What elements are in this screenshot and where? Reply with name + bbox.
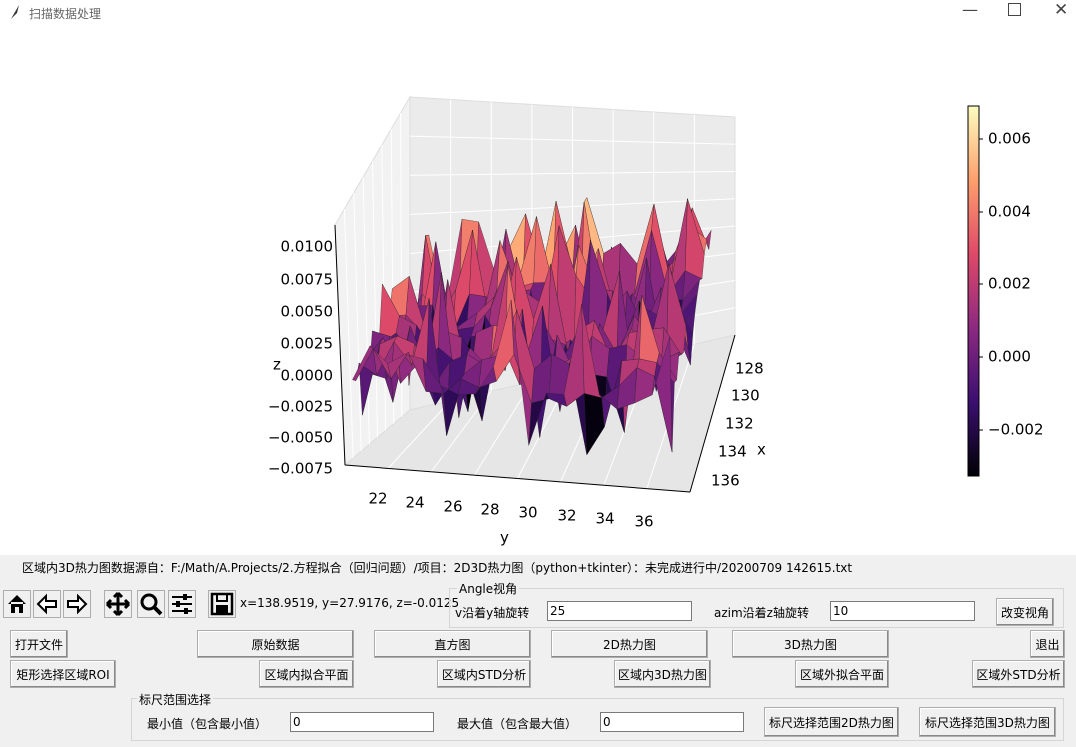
home-button[interactable] bbox=[3, 590, 31, 618]
cursor-coords: x=138.9519, y=27.9176, z=-0.0125 bbox=[240, 596, 460, 610]
colorbar-tick-label: 0.006 bbox=[988, 130, 1031, 148]
action-button[interactable]: 2D热力图 bbox=[551, 630, 708, 658]
surface bbox=[352, 197, 712, 456]
y-tick-label: 30 bbox=[518, 504, 537, 522]
plot-canvas: z y x 0.0100 0.0075 0.0050 0.0025 0.0000 −0.0… bbox=[268, 95, 1044, 547]
pane-grid bbox=[387, 400, 451, 469]
min-entry[interactable]: 0 bbox=[290, 712, 434, 732]
y-tick-label: 26 bbox=[443, 498, 462, 516]
source-label: 区域内3D热力图数据源自：F:/Math/A.Projects/2.方程拟合（回… bbox=[22, 561, 853, 575]
elev-label: v沿着y轴旋转 bbox=[455, 606, 530, 620]
zoom-button[interactable] bbox=[137, 590, 165, 618]
action-button[interactable]: 矩形选择区域ROI bbox=[10, 660, 116, 688]
min-label: 最小值（包含最小值） bbox=[147, 717, 268, 731]
z-tick-label: 0.0025 bbox=[281, 335, 334, 353]
z-tick-label: −0.0050 bbox=[268, 429, 333, 447]
range-title: 标尺范围选择 bbox=[137, 691, 214, 708]
y-tick-label: 24 bbox=[405, 494, 424, 512]
max-label: 最大值（包含最大值） bbox=[457, 717, 578, 731]
app-icon bbox=[11, 5, 19, 19]
y-tick-label: 32 bbox=[557, 507, 576, 525]
colorbar bbox=[967, 105, 980, 477]
colorbar-tick-label: 0.000 bbox=[988, 348, 1031, 366]
change-view-button[interactable]: 改变视角 bbox=[996, 598, 1054, 626]
y-axis-label: y bbox=[500, 529, 509, 547]
z-tick-label: −0.0075 bbox=[268, 460, 333, 478]
pan-button[interactable] bbox=[104, 590, 132, 618]
back-button[interactable] bbox=[33, 590, 61, 618]
close[interactable]: ✕ bbox=[1054, 0, 1069, 20]
angle-title: Angle视角 bbox=[457, 580, 520, 597]
z-axis-label: z bbox=[273, 356, 281, 374]
z-axis bbox=[334, 224, 346, 466]
action-button[interactable]: 3D热力图 bbox=[732, 630, 889, 658]
range-3d-button[interactable]: 标尺选择范围3D热力图 bbox=[919, 707, 1056, 737]
angle-group bbox=[449, 588, 1064, 628]
save-button[interactable] bbox=[208, 590, 236, 618]
y-tick-label: 28 bbox=[480, 501, 499, 519]
pane-grid bbox=[353, 192, 362, 452]
azim-entry[interactable]: 10 bbox=[830, 601, 975, 621]
pane-grid bbox=[343, 208, 354, 459]
max-entry[interactable]: 0 bbox=[600, 712, 744, 732]
elev-entry[interactable]: 25 bbox=[547, 601, 692, 621]
x-axis-label: x bbox=[757, 441, 766, 459]
action-button[interactable]: 退出 bbox=[1030, 630, 1065, 658]
range-group bbox=[131, 698, 1064, 741]
action-button[interactable]: 区域内拟合平面 bbox=[259, 660, 354, 688]
colorbar-tick-label: −0.002 bbox=[988, 421, 1044, 439]
x-tick-label: 128 bbox=[735, 360, 764, 378]
y-tick-label: 22 bbox=[368, 490, 387, 508]
z-tick-label: 0.0100 bbox=[281, 238, 334, 256]
y-axis bbox=[344, 464, 691, 493]
minimize[interactable]: — bbox=[962, 0, 978, 19]
window-title: 扫描数据处理 bbox=[29, 7, 102, 21]
z-tick-label: 0.0050 bbox=[281, 303, 334, 321]
y-tick-label: 34 bbox=[595, 510, 614, 528]
action-button[interactable]: 原始数据 bbox=[197, 630, 354, 658]
x-tick-label: 132 bbox=[725, 415, 754, 433]
action-button[interactable]: 区域外拟合平面 bbox=[795, 660, 889, 688]
action-button[interactable]: 打开文件 bbox=[10, 630, 68, 658]
x-tick-label: 134 bbox=[718, 443, 747, 461]
x-axis bbox=[689, 334, 736, 493]
x-tick-label: 136 bbox=[711, 472, 740, 490]
y-tick-label: 36 bbox=[634, 513, 653, 531]
azim-label: azim沿着z轴旋转 bbox=[714, 606, 809, 620]
colorbar-tick-label: 0.002 bbox=[988, 275, 1031, 293]
configure-button[interactable] bbox=[168, 590, 196, 618]
surface-facet bbox=[652, 336, 673, 453]
range-2d-button[interactable]: 标尺选择范围2D热力图 bbox=[764, 707, 899, 737]
action-button[interactable]: 直方图 bbox=[374, 630, 531, 658]
forward-button[interactable] bbox=[63, 590, 91, 618]
action-button[interactable]: 区域内3D热力图 bbox=[614, 660, 711, 688]
pane-grid bbox=[372, 160, 378, 438]
x-tick-label: 130 bbox=[731, 387, 760, 405]
action-button[interactable]: 区域外STD分析 bbox=[972, 660, 1065, 688]
z-tick-label: 0.0000 bbox=[281, 367, 334, 385]
title-bar bbox=[0, 0, 1076, 24]
action-button[interactable]: 区域内STD分析 bbox=[437, 660, 531, 688]
colorbar-tick-label: 0.004 bbox=[988, 203, 1031, 221]
z-tick-label: 0.0075 bbox=[281, 271, 334, 289]
maximize[interactable] bbox=[1008, 3, 1021, 16]
pane-grid bbox=[362, 176, 370, 445]
pane-grid bbox=[473, 381, 533, 476]
z-tick-label: −0.0025 bbox=[268, 398, 333, 416]
